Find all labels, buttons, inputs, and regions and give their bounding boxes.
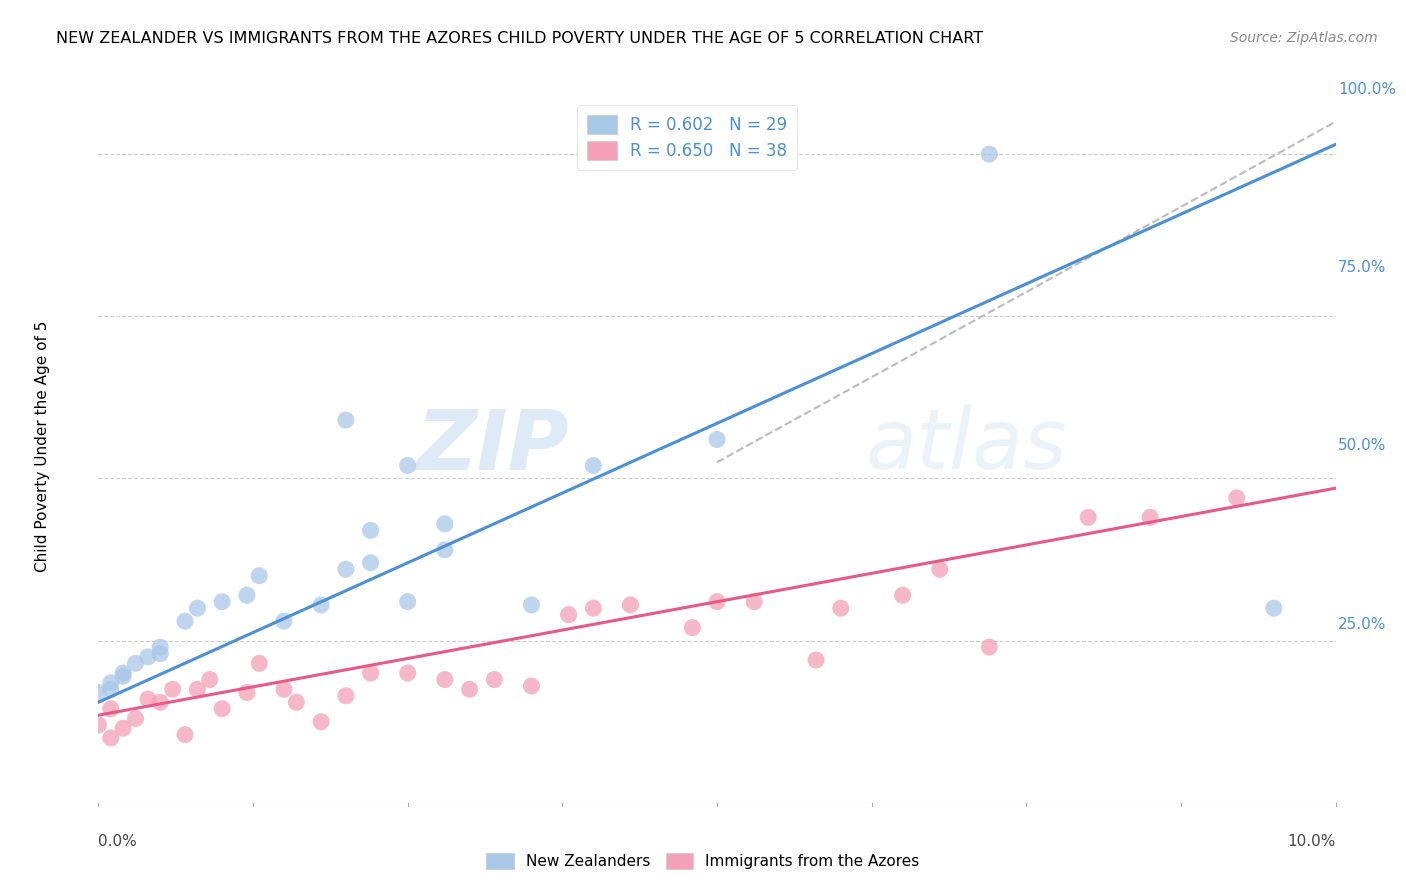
Point (149, 640, 172, 654)
Point (484, 673, 506, 687)
Point (557, 607, 579, 622)
Point (396, 595, 419, 609)
Point (285, 695, 308, 709)
Point (236, 685, 259, 699)
Point (1077, 510, 1099, 524)
Text: Child Poverty Under the Age of 5: Child Poverty Under the Age of 5 (35, 320, 51, 572)
Text: 0.0%: 0.0% (98, 834, 138, 848)
Text: NEW ZEALANDER VS IMMIGRANTS FROM THE AZORES CHILD POVERTY UNDER THE AGE OF 5 COR: NEW ZEALANDER VS IMMIGRANTS FROM THE AZO… (56, 31, 983, 46)
Point (247, 657, 270, 671)
Legend: R = 0.602   N = 29, R = 0.650   N = 38: R = 0.602 N = 29, R = 0.650 N = 38 (576, 104, 797, 169)
Text: 10.0%: 10.0% (1288, 834, 1336, 848)
Point (433, 516, 456, 531)
Point (396, 666, 419, 681)
Point (520, 598, 543, 612)
Text: Source: ZipAtlas.com: Source: ZipAtlas.com (1230, 31, 1378, 45)
Point (433, 542, 456, 557)
Point (247, 568, 270, 582)
Point (520, 679, 543, 693)
Point (136, 649, 159, 664)
Point (100, 682, 122, 697)
Point (124, 711, 146, 725)
Point (87, 718, 110, 732)
Point (360, 524, 382, 538)
Point (100, 731, 122, 745)
Point (112, 669, 135, 683)
Point (360, 666, 382, 681)
Point (1226, 491, 1249, 505)
Text: 100.0%: 100.0% (1339, 82, 1396, 96)
Point (112, 666, 135, 681)
Point (174, 728, 197, 742)
Point (309, 714, 332, 729)
Point (162, 682, 184, 697)
Point (1263, 601, 1285, 615)
Text: 50.0%: 50.0% (1339, 439, 1386, 453)
Point (100, 675, 122, 690)
Point (211, 595, 233, 609)
Point (681, 621, 703, 635)
Point (87, 685, 110, 699)
Point (706, 433, 728, 447)
Point (335, 413, 357, 427)
Point (136, 692, 159, 706)
Text: 25.0%: 25.0% (1339, 617, 1386, 632)
Point (891, 588, 914, 602)
Point (211, 702, 233, 716)
Point (100, 702, 122, 716)
Point (582, 458, 605, 473)
Point (335, 562, 357, 576)
Point (124, 657, 146, 671)
Point (236, 588, 259, 602)
Point (174, 614, 197, 628)
Point (186, 682, 208, 697)
Point (360, 556, 382, 570)
Point (804, 653, 827, 667)
Point (186, 601, 208, 615)
Point (458, 682, 481, 697)
Point (830, 601, 852, 615)
Point (273, 614, 295, 628)
Legend: New Zealanders, Immigrants from the Azores: New Zealanders, Immigrants from the Azor… (481, 847, 925, 875)
Point (149, 695, 172, 709)
Point (928, 562, 950, 576)
Point (112, 721, 135, 735)
Point (582, 601, 605, 615)
Point (619, 598, 641, 612)
Point (149, 647, 172, 661)
Point (1139, 510, 1161, 524)
Point (273, 682, 295, 697)
Text: ZIP: ZIP (416, 406, 568, 486)
Point (979, 147, 1001, 161)
Point (396, 458, 419, 473)
Point (198, 673, 221, 687)
Point (979, 640, 1001, 654)
Point (433, 673, 456, 687)
Point (309, 598, 332, 612)
Text: atlas: atlas (866, 406, 1067, 486)
Point (706, 595, 728, 609)
Point (335, 689, 357, 703)
Text: 75.0%: 75.0% (1339, 260, 1386, 275)
Point (742, 595, 765, 609)
